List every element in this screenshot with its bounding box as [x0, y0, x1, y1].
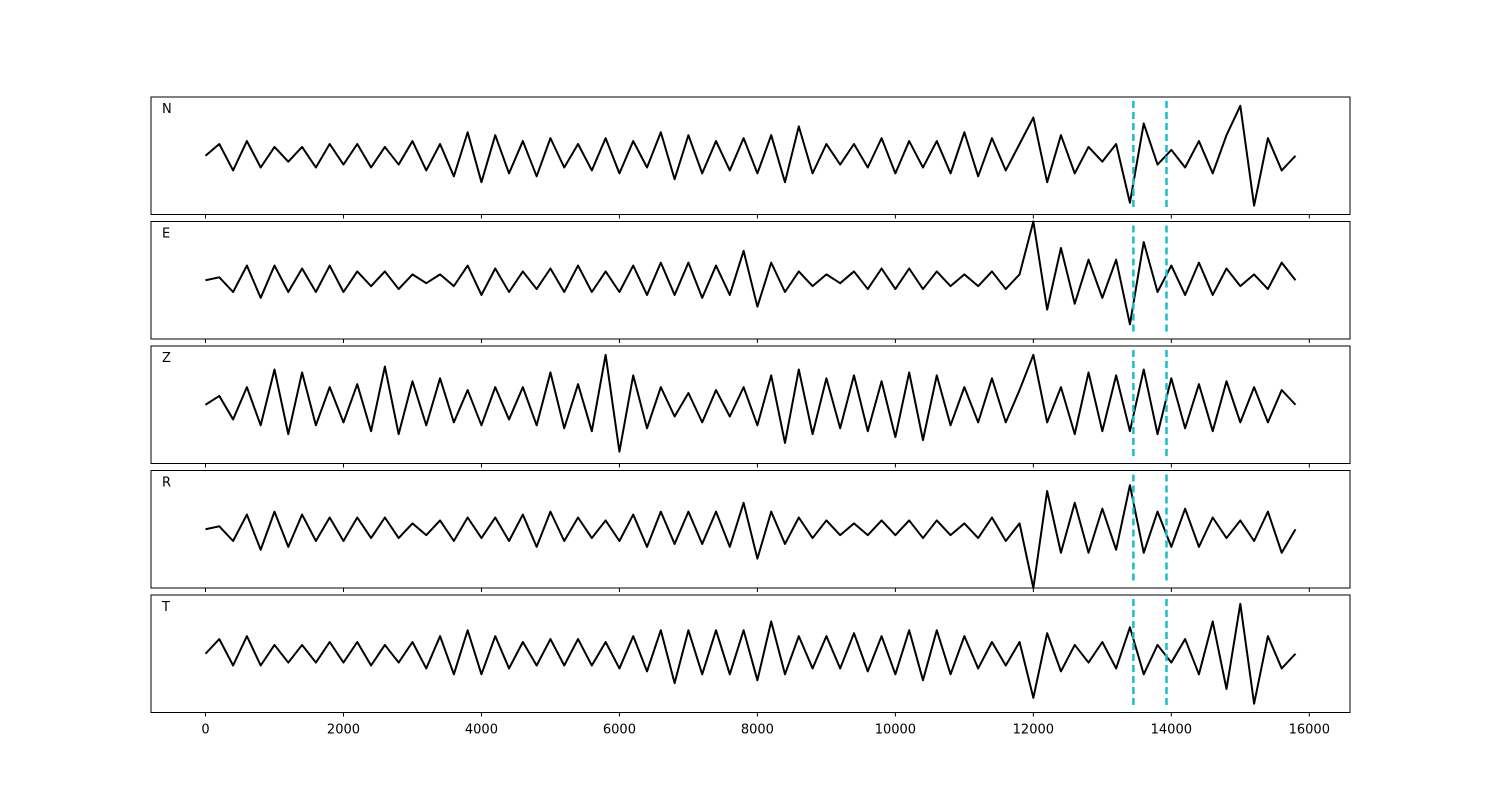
x-tick-label: 8000	[741, 723, 774, 738]
panel-label: T	[161, 600, 170, 615]
x-tick-label: 10000	[875, 723, 916, 738]
x-tick-label: 4000	[465, 723, 498, 738]
x-tick-label: 6000	[603, 723, 636, 738]
x-tick-label: 14000	[1151, 723, 1192, 738]
trace	[205, 484, 1297, 589]
x-tick-label: 16000	[1289, 723, 1330, 738]
x-tick-label: 0	[201, 723, 209, 738]
trace	[204, 353, 1297, 453]
panel-frame	[150, 96, 1351, 215]
panel-label: N	[162, 102, 172, 117]
panel-frame	[150, 470, 1351, 589]
panel-frame	[150, 345, 1351, 464]
trace	[204, 104, 1297, 207]
panel-label: Z	[162, 351, 171, 366]
x-tick-label: 2000	[327, 723, 360, 738]
panel-frame	[150, 594, 1351, 713]
panel-label: E	[162, 227, 170, 242]
trace	[205, 220, 1297, 326]
panel-label: R	[162, 476, 171, 491]
x-tick-label: 12000	[1013, 723, 1054, 738]
panel-frame	[150, 221, 1351, 340]
trace	[204, 602, 1297, 705]
